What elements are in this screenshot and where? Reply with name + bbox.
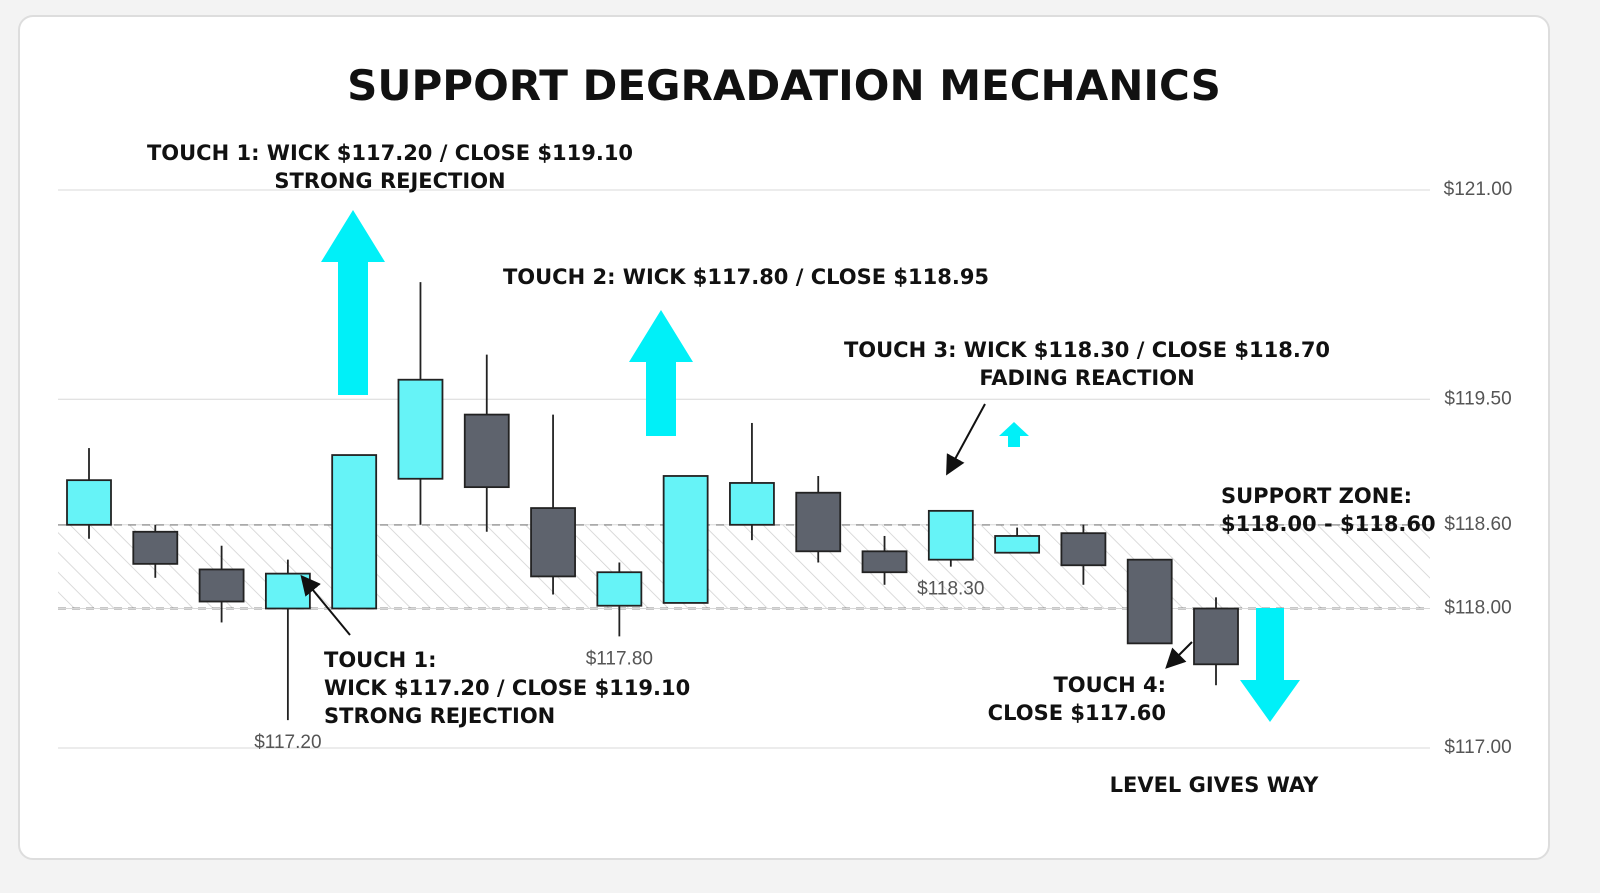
candle-body <box>662 475 709 604</box>
annotation: LEVEL GIVES WAY <box>1110 773 1320 797</box>
annotation: TOUCH 4: <box>1053 673 1166 697</box>
direction-arrow <box>629 310 693 436</box>
annotation: CLOSE $117.60 <box>988 701 1166 725</box>
annotation: TOUCH 2: WICK $117.80 / CLOSE $118.95 <box>503 265 989 289</box>
direction-arrow <box>1240 608 1300 722</box>
low-label: $118.30 <box>917 579 984 600</box>
pointer-arrow <box>1165 641 1193 669</box>
annotation: FADING REACTION <box>979 366 1194 390</box>
pointer-arrow <box>946 403 986 476</box>
candle-body <box>132 530 179 565</box>
annotation: WICK $117.20 / CLOSE $119.10 <box>324 676 690 700</box>
direction-arrow <box>321 210 385 395</box>
y-tick-label: $121.00 <box>1444 179 1513 200</box>
candle-body <box>463 413 510 489</box>
candle-body <box>861 550 908 574</box>
y-tick-label: $117.00 <box>1444 737 1511 758</box>
annotation: STRONG REJECTION <box>274 169 505 193</box>
annotation: TOUCH 3: WICK $118.30 / CLOSE $118.70 <box>844 338 1330 362</box>
candle-body <box>795 491 842 553</box>
low-label: $117.20 <box>254 732 321 753</box>
y-tick-label: $118.60 <box>1444 514 1511 535</box>
annotation: TOUCH 1: <box>324 648 437 672</box>
annotation: TOUCH 1: WICK $117.20 / CLOSE $119.10 <box>147 141 633 165</box>
candle-body <box>198 568 245 603</box>
candle-body <box>397 378 444 480</box>
y-tick-label: $118.00 <box>1444 598 1511 619</box>
low-label: $117.80 <box>586 648 653 669</box>
candle-body <box>530 507 576 578</box>
support-zone <box>58 524 1430 609</box>
pointer-arrow <box>300 574 351 636</box>
candle-body <box>994 535 1041 554</box>
annotation: SUPPORT ZONE: <box>1221 484 1412 508</box>
candle-body <box>331 454 378 610</box>
candle-body <box>927 509 974 561</box>
candle-body <box>596 571 643 607</box>
candle-body <box>729 482 775 526</box>
chart-title: SUPPORT DEGRADATION MECHANICS <box>347 61 1221 110</box>
candle-body <box>66 479 112 526</box>
candle-body <box>1126 558 1173 645</box>
y-tick-label: $119.50 <box>1444 388 1511 409</box>
candle-body <box>1060 532 1107 567</box>
candle-body <box>1193 607 1239 666</box>
direction-arrow <box>999 422 1029 447</box>
annotation: STRONG REJECTION <box>324 704 555 728</box>
annotation: $118.00 - $118.60 <box>1221 512 1436 536</box>
